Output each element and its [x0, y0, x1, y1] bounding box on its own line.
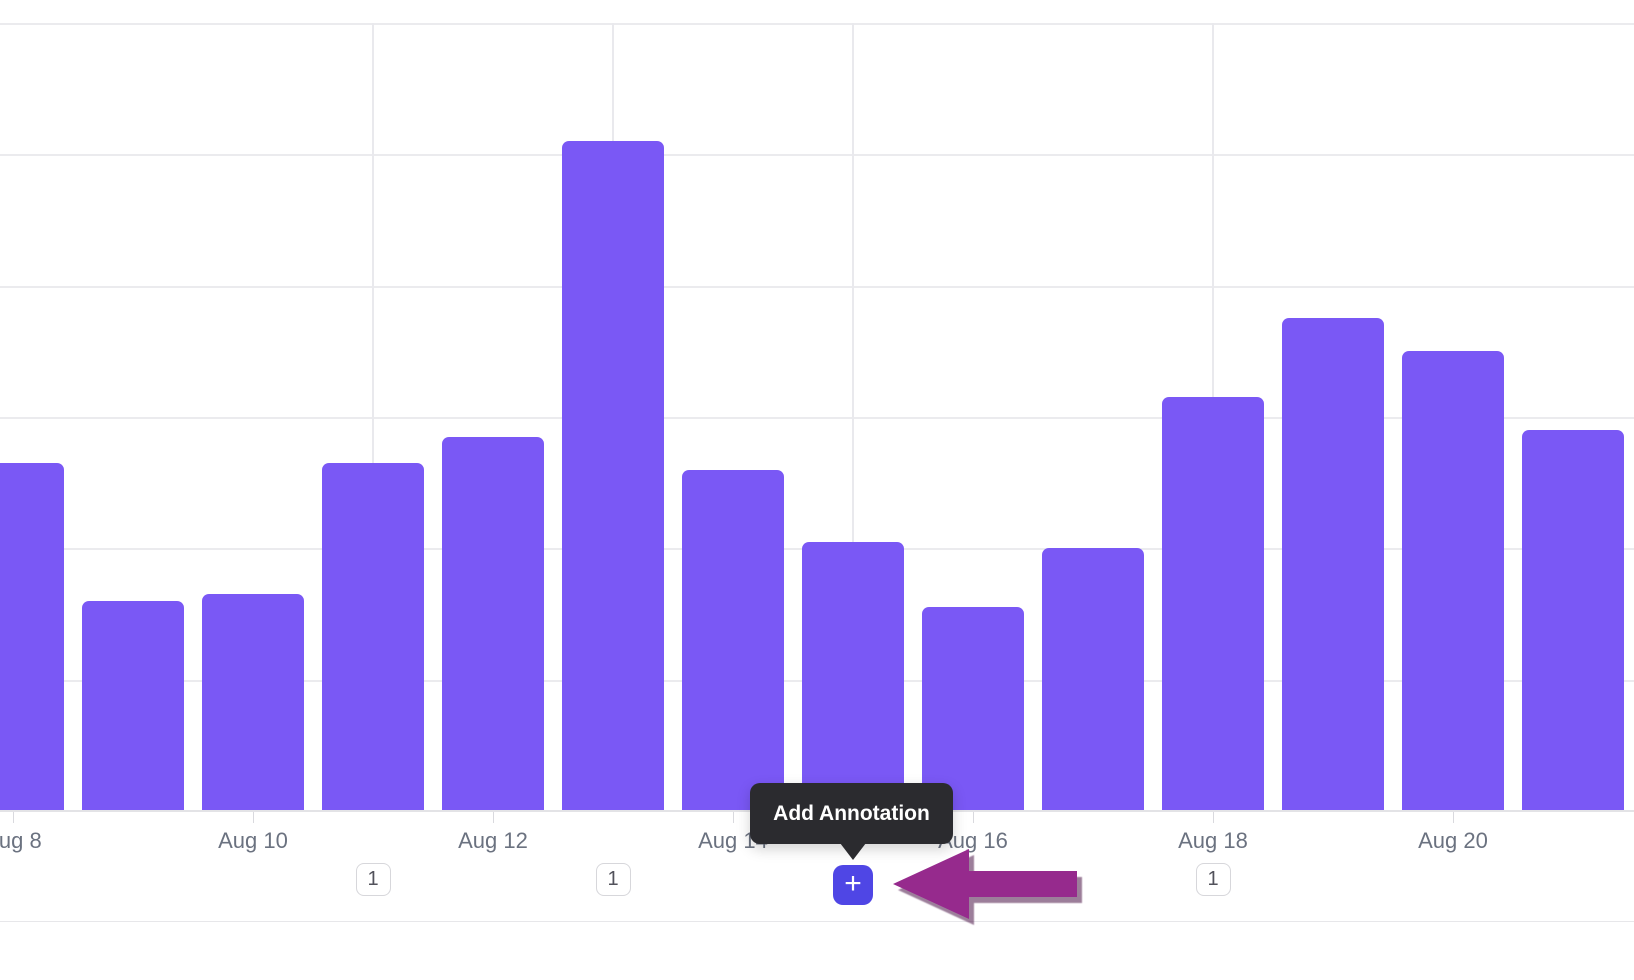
bar-aug-13[interactable] [562, 141, 664, 811]
x-axis-label: Aug 20 [1418, 828, 1488, 853]
bar-aug-19[interactable] [1282, 318, 1384, 811]
bar-aug-11[interactable] [322, 463, 424, 811]
bar-aug-16[interactable] [922, 607, 1024, 811]
section-divider [0, 921, 1634, 922]
annotation-count-badge-aug-11[interactable]: 1 [355, 863, 391, 896]
x-axis-label: Aug 10 [218, 828, 288, 853]
x-axis-tick [733, 812, 734, 823]
bar-aug-17[interactable] [1042, 548, 1144, 811]
x-axis-tick [253, 812, 254, 823]
left-arrow-shape [893, 849, 1077, 919]
bar-aug-18[interactable] [1162, 397, 1264, 811]
bar-aug-15[interactable] [802, 542, 904, 811]
bar-aug-20[interactable] [1402, 351, 1504, 811]
horizontal-gridline [0, 154, 1634, 157]
bar-aug-12[interactable] [442, 437, 544, 811]
add-annotation-button[interactable]: + [833, 865, 873, 905]
plus-icon: + [844, 867, 862, 900]
tooltip-label: Add Annotation [773, 801, 930, 825]
annotation-date-line [852, 23, 854, 811]
annotation-date-line [372, 23, 374, 811]
x-axis-tick [973, 812, 974, 823]
bar-aug-21[interactable] [1522, 430, 1624, 811]
tooltip-pointer [840, 843, 866, 860]
annotation-count-badge-aug-18[interactable]: 1 [1195, 863, 1231, 896]
x-axis-tick [493, 812, 494, 823]
bar-aug-10[interactable] [202, 594, 304, 811]
x-axis-tick [1213, 812, 1214, 823]
x-axis-tick [13, 812, 14, 823]
horizontal-gridline [0, 285, 1634, 288]
x-axis-tick [1453, 812, 1454, 823]
horizontal-gridline [0, 23, 1634, 25]
bar-aug-14[interactable] [682, 470, 784, 811]
annotation-count-badge-aug-13[interactable]: 1 [595, 863, 631, 896]
horizontal-gridline [0, 417, 1634, 419]
add-annotation-tooltip: Add Annotation [750, 783, 953, 860]
x-axis-label: Aug 8 [0, 828, 42, 853]
x-axis-label: Aug 12 [458, 828, 528, 853]
x-axis-label: Aug 18 [1178, 828, 1248, 853]
bar-aug-8[interactable] [0, 463, 64, 811]
bar-aug-9[interactable] [82, 601, 184, 811]
